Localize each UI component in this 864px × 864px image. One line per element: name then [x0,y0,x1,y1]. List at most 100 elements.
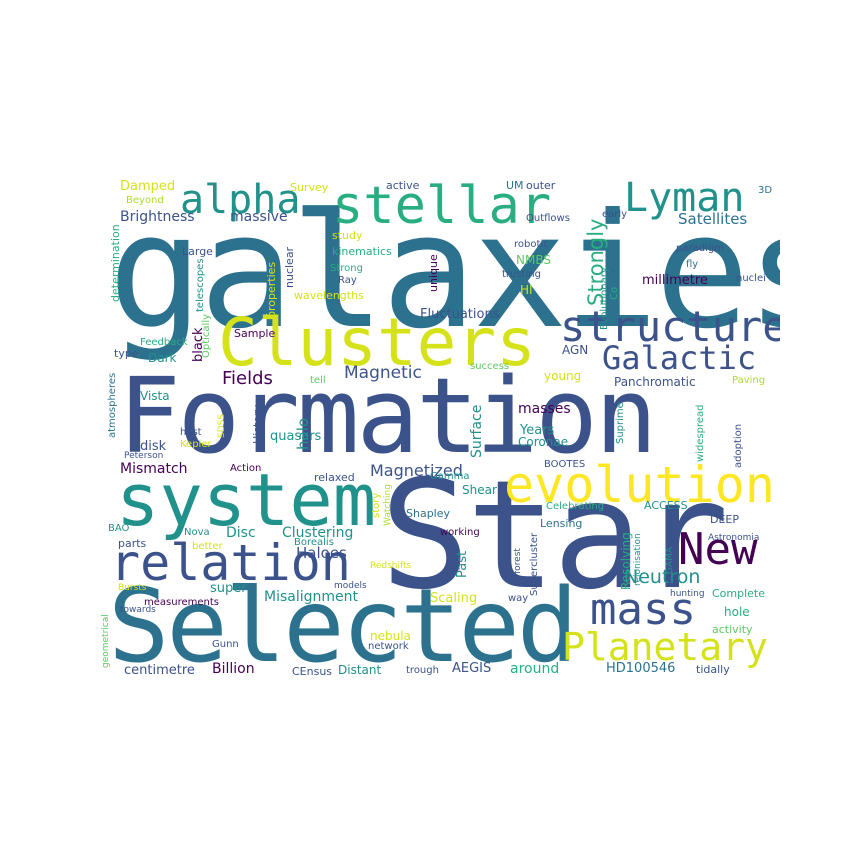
word-haloes: Haloes [296,544,347,562]
word-robotic: robotic [514,239,549,250]
word-um: UM [506,179,524,192]
word-structure: structure [560,302,780,351]
word-kinematics: kinematics [332,245,392,258]
word-tell: tell [310,375,326,386]
word-determination: determination [109,224,122,302]
word-disk: disk [140,439,167,454]
word-stellar: stellar [332,178,552,236]
word-quasars: quasars [270,429,322,444]
word-lyman: Lyman [624,178,745,221]
word-adoption: adoption [733,423,744,468]
word-millimetre: millimetre [642,273,708,288]
word-geometrical: geometrical [101,614,111,668]
word-outflows: Outflows [526,213,570,224]
word-activity: activity [712,623,753,636]
word-super: super [210,581,247,596]
word-redshifts: Redshifts [370,561,412,571]
word-complete: Complete [712,587,766,600]
word-selected: Selected [108,567,578,683]
word-peterson: Peterson [124,451,164,461]
word-mass: mass [590,584,696,635]
word-borealis: Borealis [294,537,334,548]
word-shapley: Shapley [406,507,451,520]
word-action: Action [230,463,262,474]
word-story: story [371,492,382,518]
word-galaxies: galaxies [108,180,780,364]
word-galactic: Galactic [602,339,757,377]
word-measurements: measurements [144,597,219,608]
word-astronomia: Astronomia [708,533,760,543]
word-type: type [114,347,139,360]
word-wavelengths: wavelengths [294,289,364,302]
word-early: early [602,209,628,220]
word-relation: relation [110,534,351,592]
word-clustering: Clustering [282,525,354,541]
word-better: better [192,541,223,552]
word-billion: Billion [212,661,255,677]
word-star: Star [380,449,729,623]
word-nova: Nova [184,527,210,538]
word-surface: Surface [469,404,485,458]
word-nmbs: NMBS [516,253,551,267]
word-watching: Watching [383,484,393,526]
word-telescopes: telescopes [195,258,206,312]
word-neutron: Neutron [624,566,701,588]
word-nebula: nebula [370,629,411,643]
word-active: active [386,179,420,192]
word-gamma: Gamma [430,471,470,482]
word-way: way [508,593,529,604]
word-bursts: Bursts [118,583,147,593]
word-new: New [678,524,758,575]
word-mismatch: Mismatch [120,461,188,477]
word-atmospheres: atmospheres [107,372,118,438]
word-forest: forest [513,548,523,574]
word-trusting: trusting [502,269,541,280]
word-scaling: Scaling [430,591,478,606]
word-disc: Disc [226,525,256,541]
word-beyond: Beyond [126,195,164,206]
word-tidally: tidally [696,663,730,676]
word-hole: hole [724,605,750,619]
word-models: models [334,581,367,591]
word-bao: BAO [108,523,130,534]
word-paving: Paving [732,375,766,386]
word-ray: Ray [338,275,357,286]
word-census: CEnsus [292,665,333,678]
word-working: working [440,527,480,538]
word-study: study [332,229,363,242]
word-gunn: Gunn [212,639,239,650]
word-distant: Distant [338,663,382,677]
word-widespread: widespread [695,404,706,462]
word-panchromatic: Panchromatic [614,375,696,389]
word-properties: properties [265,261,278,318]
word-evolution: evolution [504,456,775,514]
word-hunting: hunting [670,589,705,599]
word-feedback: Feedback [140,337,188,348]
word-aegis: AEGIS [452,661,492,676]
word-reionisation: reionisation [633,533,643,586]
word-large: Large [182,245,213,258]
word-gama: GAMA [665,546,675,574]
word-formation: Formation [118,355,658,477]
word-young: young [544,369,582,383]
word-history: History [251,404,264,444]
word-clusters: Clusters [218,304,536,381]
word-alpha: alpha [180,178,301,223]
word-fly: fly [686,259,699,270]
word-nuclear: nuclear [283,246,296,288]
word-deep: DEEP [710,513,740,526]
word-fields: Fields [222,368,273,389]
word-bootes: BOOTES [544,459,586,470]
word-masses: masses [518,401,571,417]
word-celebrating: Celebrating [546,501,605,512]
word-unique: unique [427,254,440,292]
word-trough: trough [406,665,439,676]
word-years: Years [520,423,555,438]
word-brightness: Brightness [120,209,195,225]
word-hi: HI [520,283,533,297]
word-success: success [470,361,510,372]
word-vista: Vista [140,389,170,403]
word-survey: Survey [290,181,329,194]
word-access: ACCESS [644,499,688,512]
word-paradigm: paradigm [676,243,724,254]
